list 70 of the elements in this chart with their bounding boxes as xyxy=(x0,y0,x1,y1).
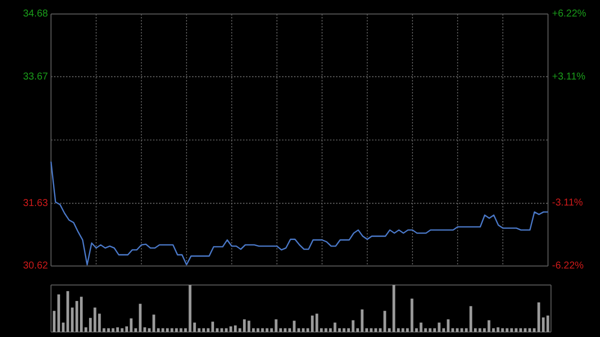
bar xyxy=(80,296,83,332)
bar xyxy=(220,328,224,332)
y-tick-label: 34.68 xyxy=(22,8,48,20)
bar xyxy=(451,328,454,332)
bar xyxy=(292,320,296,332)
bar xyxy=(374,328,378,332)
y-tick-label: 30.62 xyxy=(22,260,48,272)
bar xyxy=(62,322,65,332)
bar xyxy=(216,328,219,332)
bar xyxy=(238,328,242,332)
bar xyxy=(464,328,468,332)
bar xyxy=(392,285,396,332)
bar xyxy=(514,328,518,332)
bar xyxy=(66,291,70,332)
bar xyxy=(365,328,368,332)
bar xyxy=(224,328,228,332)
bar xyxy=(134,328,138,332)
bar xyxy=(243,319,246,332)
bar xyxy=(537,302,540,332)
bar xyxy=(284,328,287,332)
bar xyxy=(75,300,78,332)
bar xyxy=(52,310,56,332)
y2-tick-label: -3.11% xyxy=(552,198,584,209)
bar xyxy=(156,328,160,332)
bar xyxy=(302,328,305,332)
y-tick-label: 33.67 xyxy=(22,71,48,82)
bar xyxy=(469,306,472,332)
y2-tick-label: +6.22% xyxy=(552,8,586,20)
bar xyxy=(524,328,527,332)
bar xyxy=(138,304,142,332)
y2-tick-label: +3.11% xyxy=(552,72,586,83)
bar xyxy=(456,328,459,332)
bar xyxy=(297,328,300,332)
bar xyxy=(310,316,314,332)
bar xyxy=(378,328,382,332)
bar xyxy=(370,328,373,332)
bar xyxy=(152,314,156,332)
bar xyxy=(211,322,214,332)
bar xyxy=(148,328,151,332)
bar xyxy=(438,322,440,332)
bar xyxy=(202,328,205,332)
bar xyxy=(57,294,60,332)
bar xyxy=(442,328,446,332)
bar xyxy=(388,328,391,332)
y2-tick-label: -6.22% xyxy=(552,260,584,272)
bar xyxy=(130,318,133,332)
bar xyxy=(206,328,210,332)
bar xyxy=(279,328,282,332)
bar xyxy=(229,326,232,332)
bar xyxy=(460,328,464,332)
bar xyxy=(546,316,550,332)
bar xyxy=(234,325,237,332)
bar xyxy=(542,317,545,332)
bar xyxy=(288,328,292,332)
bar xyxy=(162,328,164,332)
bar xyxy=(306,328,310,332)
bar xyxy=(360,309,364,332)
bar xyxy=(519,328,522,332)
bar xyxy=(474,328,477,332)
bar xyxy=(528,328,532,332)
bar xyxy=(397,328,400,332)
bar xyxy=(320,328,323,332)
bar xyxy=(125,326,128,332)
bar xyxy=(532,328,536,332)
bar xyxy=(356,328,359,332)
y-tick-label: 31.63 xyxy=(22,198,48,209)
bar xyxy=(383,310,386,332)
bar xyxy=(315,314,318,332)
bar xyxy=(446,319,450,332)
bar xyxy=(70,308,74,332)
